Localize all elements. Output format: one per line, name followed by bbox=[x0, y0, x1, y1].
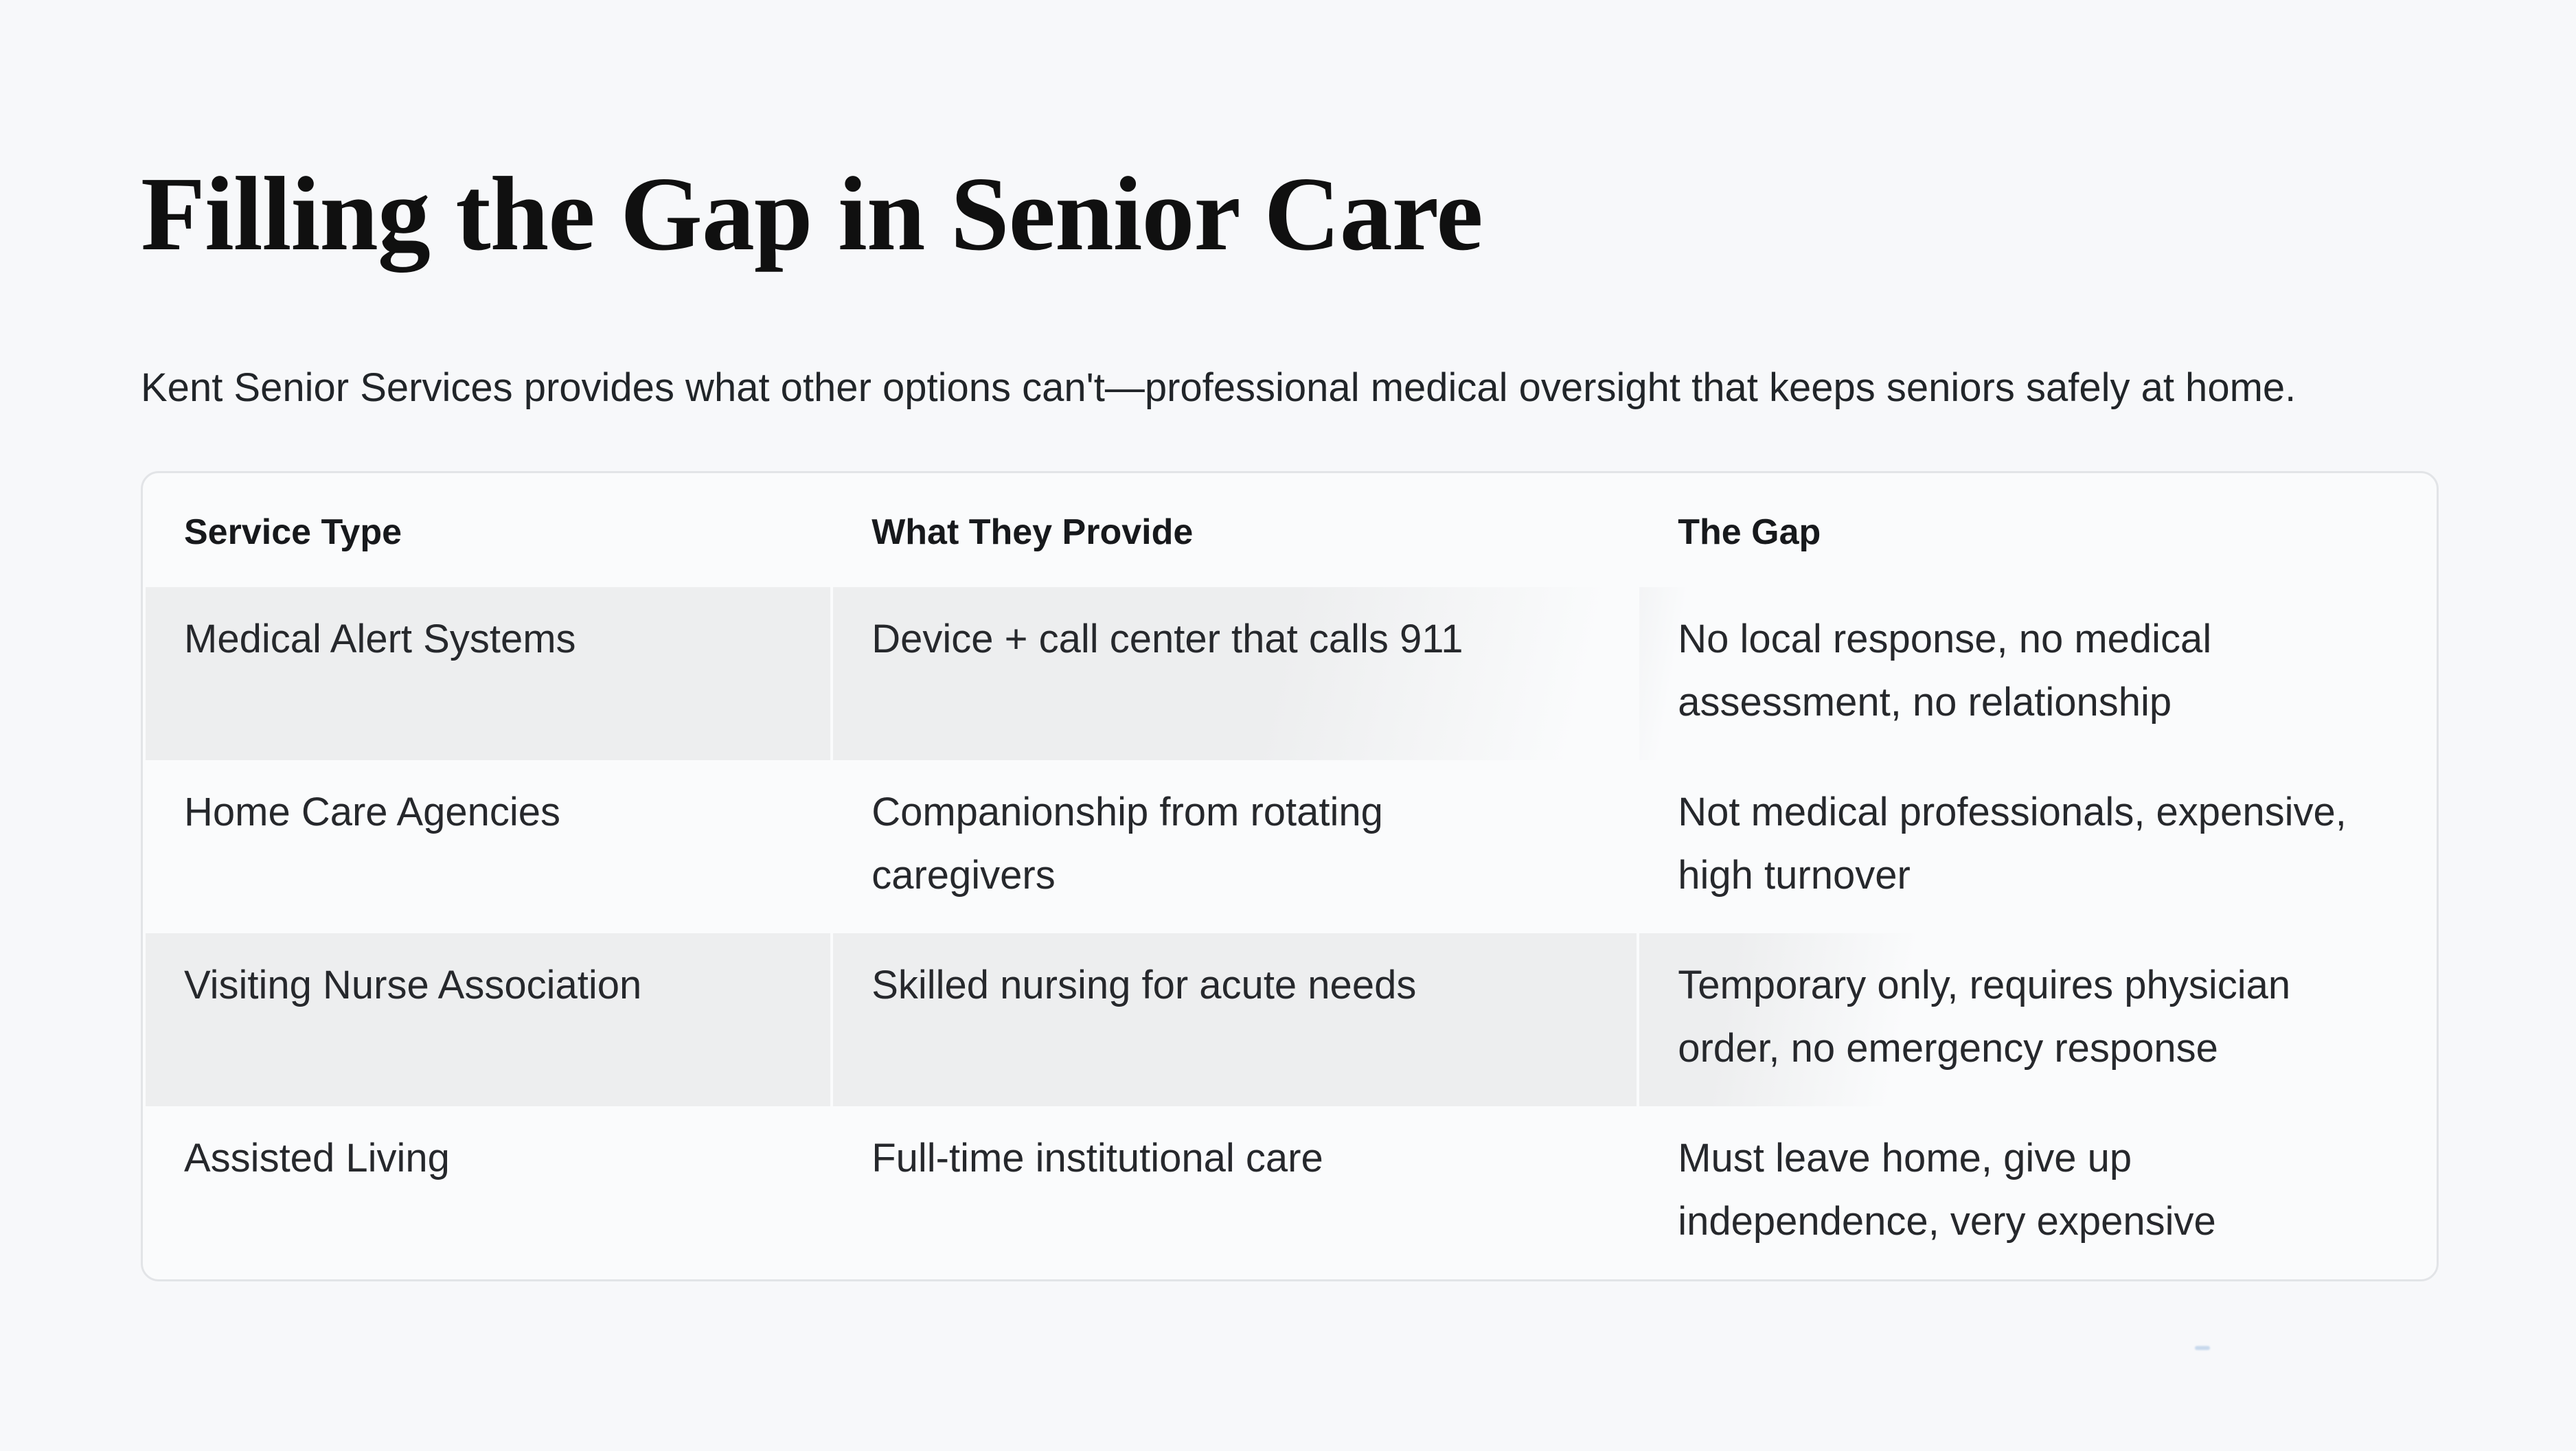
page-subtitle: Kent Senior Services provides what other… bbox=[141, 365, 2296, 410]
table-row: Assisted Living Full-time institutional … bbox=[146, 1106, 2434, 1279]
comparison-table: Service Type What They Provide The Gap M… bbox=[141, 470, 2439, 1281]
provides-cell: Companionship from rotating caregivers bbox=[871, 789, 1383, 898]
service-type-cell: Home Care Agencies bbox=[184, 789, 561, 834]
table-row: Home Care Agencies Companionship from ro… bbox=[146, 760, 2434, 933]
content-column: Filling the Gap in Senior Care Kent Seni… bbox=[141, 0, 2439, 1281]
column-header-the-gap: The Gap bbox=[1678, 512, 1821, 552]
service-type-cell: Medical Alert Systems bbox=[146, 586, 831, 760]
render-artifact bbox=[2195, 1346, 2210, 1350]
table-row: Visiting Nurse Association Skilled nursi… bbox=[146, 933, 2434, 1106]
column-header-what-they-provide: What They Provide bbox=[871, 512, 1194, 552]
service-type-cell: Visiting Nurse Association bbox=[146, 933, 831, 1106]
service-type-cell: Assisted Living bbox=[184, 1135, 450, 1180]
gap-cell: Not medical professionals, expensive, hi… bbox=[1678, 789, 2347, 898]
table-row: Medical Alert Systems Device + call cent… bbox=[146, 586, 2434, 760]
column-header-service-type: Service Type bbox=[184, 512, 402, 552]
gap-cell: Temporary only, requires physician order… bbox=[1639, 933, 2434, 1106]
gap-cell: No local response, no medical assessment… bbox=[1639, 586, 2434, 760]
provides-cell: Full-time institutional care bbox=[871, 1135, 1323, 1180]
provides-cell: Device + call center that calls 911 bbox=[833, 586, 1637, 760]
table-header-row: Service Type What They Provide The Gap bbox=[146, 473, 2434, 587]
page-title: Filling the Gap in Senior Care bbox=[141, 156, 1483, 273]
gap-cell: Must leave home, give up independence, v… bbox=[1678, 1135, 2216, 1244]
provides-cell: Skilled nursing for acute needs bbox=[833, 933, 1637, 1106]
